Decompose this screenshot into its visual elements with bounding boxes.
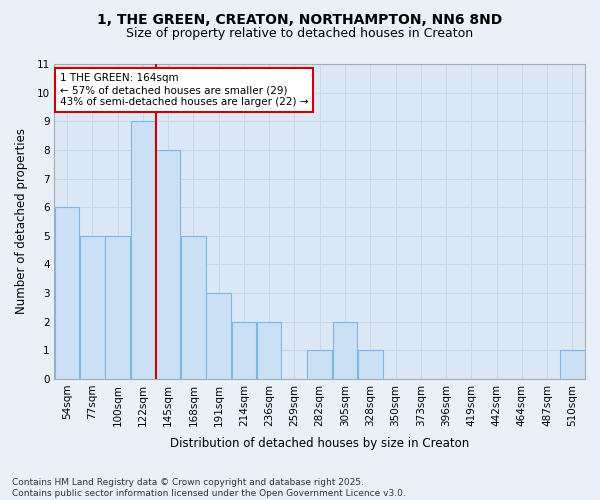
Bar <box>106 236 130 379</box>
Bar <box>156 150 181 379</box>
Text: Size of property relative to detached houses in Creaton: Size of property relative to detached ho… <box>127 28 473 40</box>
Bar <box>257 322 281 379</box>
Bar <box>307 350 332 379</box>
Bar <box>80 236 104 379</box>
Bar <box>181 236 206 379</box>
Bar <box>358 350 383 379</box>
X-axis label: Distribution of detached houses by size in Creaton: Distribution of detached houses by size … <box>170 437 469 450</box>
Bar <box>55 207 79 379</box>
Text: Contains HM Land Registry data © Crown copyright and database right 2025.
Contai: Contains HM Land Registry data © Crown c… <box>12 478 406 498</box>
Bar <box>206 293 231 379</box>
Y-axis label: Number of detached properties: Number of detached properties <box>15 128 28 314</box>
Text: 1 THE GREEN: 164sqm
← 57% of detached houses are smaller (29)
43% of semi-detach: 1 THE GREEN: 164sqm ← 57% of detached ho… <box>60 74 308 106</box>
Bar <box>333 322 357 379</box>
Bar <box>232 322 256 379</box>
Bar <box>560 350 584 379</box>
Text: 1, THE GREEN, CREATON, NORTHAMPTON, NN6 8ND: 1, THE GREEN, CREATON, NORTHAMPTON, NN6 … <box>97 12 503 26</box>
Bar <box>131 122 155 379</box>
